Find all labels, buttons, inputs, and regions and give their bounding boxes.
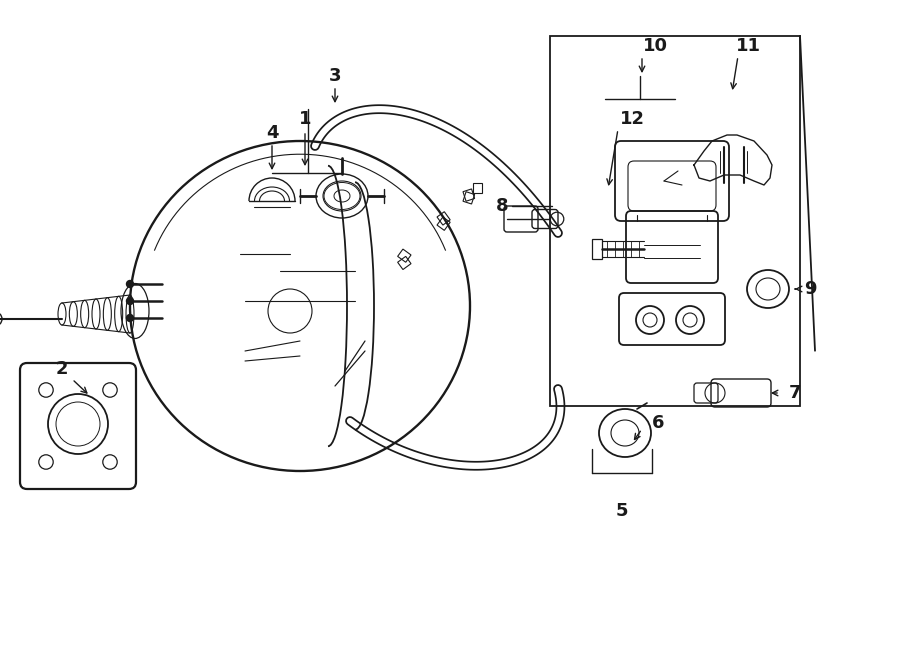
Circle shape: [127, 280, 133, 288]
Text: 2: 2: [56, 360, 68, 378]
Circle shape: [127, 297, 133, 305]
Bar: [550, 36, 800, 406]
Text: 3: 3: [328, 67, 341, 85]
Text: 5: 5: [616, 502, 628, 520]
Text: 4: 4: [266, 124, 278, 142]
Text: 12: 12: [619, 110, 644, 128]
Text: 11: 11: [735, 37, 760, 55]
Circle shape: [127, 315, 133, 321]
Text: 7: 7: [788, 384, 801, 402]
Text: 1: 1: [299, 110, 311, 128]
Text: 9: 9: [804, 280, 816, 298]
Text: 6: 6: [652, 414, 664, 432]
Text: 8: 8: [496, 197, 508, 215]
Text: 10: 10: [643, 37, 668, 55]
